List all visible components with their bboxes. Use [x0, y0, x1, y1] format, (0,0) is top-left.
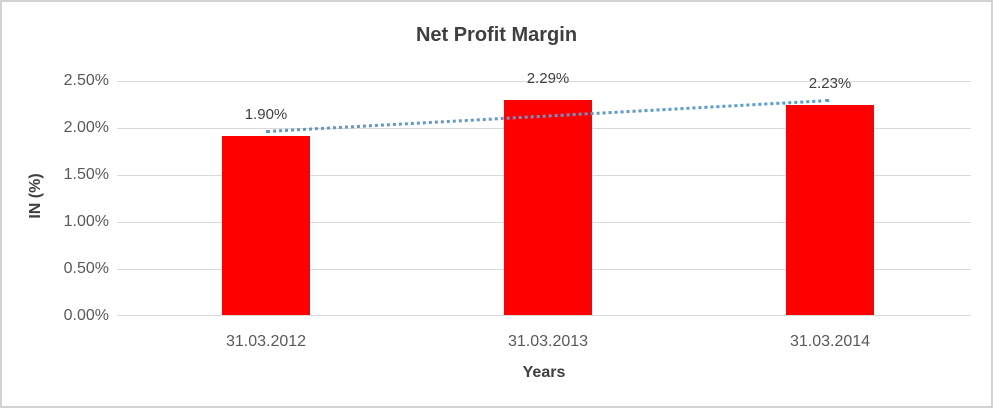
x-axis-tick-label: 31.03.2012: [225, 333, 307, 350]
bar-group-2012: 1.90%: [222, 80, 310, 315]
y-axis-tick-label: 1.00%: [63, 213, 109, 230]
plot-area: 1.90% 2.29% 2.23%: [117, 70, 971, 316]
chart-title: Net Profit Margin: [415, 24, 578, 46]
bar-2014: [786, 105, 874, 315]
y-axis-tick-label: 1.50%: [63, 166, 109, 183]
bar-group-2013: 2.29%: [504, 70, 592, 315]
gridline: [117, 81, 971, 82]
bar-2012: [222, 136, 310, 315]
gridline: [117, 315, 971, 316]
x-axis-tick-label: 31.03.2014: [789, 333, 871, 350]
y-axis-tick-label: 0.50%: [63, 260, 109, 277]
y-axis-tick-label: 2.50%: [63, 72, 109, 89]
bar-group-2014: 2.23%: [786, 75, 874, 315]
bar-value-label: 2.29%: [526, 69, 570, 87]
x-axis-tick-label: 31.03.2013: [507, 333, 589, 350]
bar-2013: [504, 99, 592, 315]
bar-value-label: 2.23%: [808, 75, 852, 93]
bar-value-label: 1.90%: [244, 106, 288, 124]
y-axis-tick-label: 0.00%: [63, 307, 109, 324]
y-axis-tick-label: 2.00%: [63, 119, 109, 136]
x-axis-title: Years: [522, 364, 566, 381]
